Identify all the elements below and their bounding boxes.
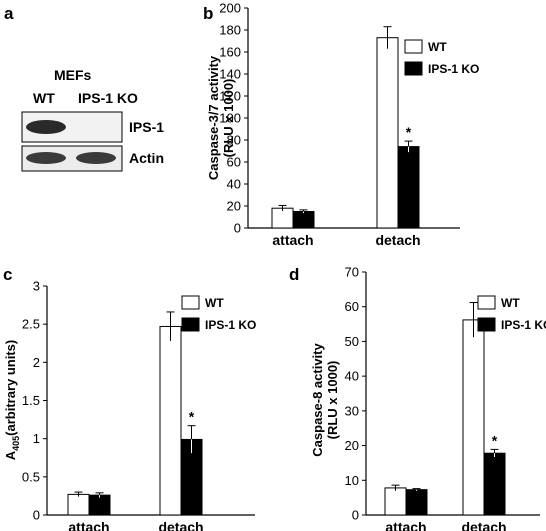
- y-axis-label-prefix: A: [3, 450, 18, 460]
- bar-ko-detach: [397, 146, 420, 229]
- y-axis-label: A405(arbitrary units): [3, 340, 21, 461]
- blot-band-actin-ko: [76, 152, 116, 164]
- blot-lane-label-wt: WT: [33, 90, 55, 106]
- y-tick-label: 1: [33, 431, 40, 446]
- bar-ko-attach: [88, 494, 111, 516]
- x-category-label: detach: [461, 519, 506, 531]
- bar-ko-attach: [405, 489, 428, 516]
- bar-wt-detach: [462, 319, 485, 516]
- x-category-label: attach: [385, 519, 426, 531]
- y-tick-label: 30: [345, 403, 359, 418]
- y-tick-label: 40: [345, 369, 359, 384]
- y-tick-label: 160: [219, 45, 241, 60]
- y-tick-label: 10: [345, 473, 359, 488]
- y-tick-label: 140: [219, 67, 241, 82]
- y-tick-label: 3: [33, 279, 40, 294]
- y-tick-label: 80: [227, 133, 241, 148]
- y-axis-label: Caspase-3/7 activity(RLU x 1000): [206, 55, 236, 180]
- bar-wt-detach: [376, 37, 399, 229]
- y-tick-label: 0: [234, 221, 241, 236]
- x-category-label: detach: [375, 232, 420, 248]
- legend-swatch-ko: [181, 317, 200, 332]
- blot-band-actin-wt: [26, 152, 66, 164]
- bar-wt-attach: [271, 207, 294, 229]
- legend-label-ko: IPS-1 KO: [205, 318, 256, 332]
- chart-caspase-3-7: 0 20 40 60 80 100 120 140 160 180 200 attach * detach…: [206, 1, 479, 249]
- legend-label-wt: WT: [428, 40, 447, 54]
- y-tick-label: 0: [33, 508, 40, 523]
- y-tick-label: 120: [219, 89, 241, 104]
- legend-label-ko: IPS-1 KO: [501, 318, 546, 332]
- legend-swatch-ko: [404, 61, 423, 76]
- bar-wt-detach: [159, 325, 182, 516]
- legend-swatch-ko: [477, 317, 496, 332]
- x-category-label: attach: [68, 519, 109, 531]
- y-tick-label: 20: [345, 438, 359, 453]
- y-tick-label: 1.5: [22, 393, 40, 408]
- blot-lane-label-ko: IPS-1 KO: [78, 90, 138, 106]
- y-tick-label: 50: [345, 334, 359, 349]
- blot-row-label-ips1: IPS-1: [129, 119, 164, 135]
- y-axis-label-line2: (RLU x 1000): [325, 361, 340, 440]
- y-tick-label: 20: [227, 199, 241, 214]
- bar-wt-attach: [384, 487, 407, 516]
- y-tick-label: 180: [219, 23, 241, 38]
- bar-wt-attach: [67, 493, 90, 516]
- legend-label-wt: WT: [501, 296, 520, 310]
- significance-marker: *: [406, 124, 412, 140]
- y-tick-label: 0.5: [22, 469, 40, 484]
- bar-ko-attach: [292, 211, 315, 229]
- y-axis-label-line1: Caspase-3/7 activity: [206, 55, 221, 180]
- legend-label-wt: WT: [205, 296, 224, 310]
- blot-band-ips1-wt: [26, 120, 66, 134]
- y-tick-label: 200: [219, 1, 241, 16]
- panel-label-c: c: [3, 265, 12, 284]
- y-tick-label: 40: [227, 177, 241, 192]
- legend-label-ko: IPS-1 KO: [428, 62, 479, 76]
- legend-swatch-wt: [181, 295, 200, 310]
- y-tick-label: 70: [345, 265, 359, 280]
- y-axis-label: Caspase-8 activity(RLU x 1000): [310, 343, 340, 457]
- y-tick-label: 2: [33, 355, 40, 370]
- significance-marker: *: [492, 432, 498, 448]
- y-tick-label: 0: [352, 508, 359, 523]
- x-category-label: detach: [158, 519, 203, 531]
- significance-marker: *: [189, 409, 195, 425]
- panel-label-b: b: [203, 4, 213, 23]
- chart-a405: 0 0.5 1 1.5 2 2.5 3 attach * detach WT IPS-1 KO A405…: [3, 279, 256, 531]
- y-axis-label-subscript: 405: [11, 436, 21, 451]
- y-axis-label-line2: (RLU x 1000): [221, 79, 236, 158]
- panel-label-d: d: [289, 265, 299, 284]
- legend-swatch-wt: [404, 39, 423, 54]
- panel-a: a MEFs WT IPS-1 KO IPS-1 Actin: [4, 4, 164, 172]
- blot-group-label: MEFs: [54, 67, 92, 83]
- legend-swatch-wt: [477, 295, 496, 310]
- panel-label-a: a: [4, 4, 14, 23]
- y-tick-label: 100: [219, 111, 241, 126]
- y-tick-label: 60: [227, 155, 241, 170]
- bar-ko-detach: [483, 452, 506, 516]
- y-axis-label-line1: Caspase-8 activity: [310, 343, 325, 457]
- y-tick-label: 60: [345, 299, 359, 314]
- x-category-label: attach: [272, 232, 313, 248]
- y-axis-label-rest: (arbitrary units): [3, 340, 18, 436]
- chart-caspase-8: 0 10 20 30 40 50 60 70 attach * detach WT IPS-1 KO Ca…: [310, 265, 546, 531]
- y-tick-label: 2.5: [22, 317, 40, 332]
- blot-row-label-actin: Actin: [129, 150, 164, 166]
